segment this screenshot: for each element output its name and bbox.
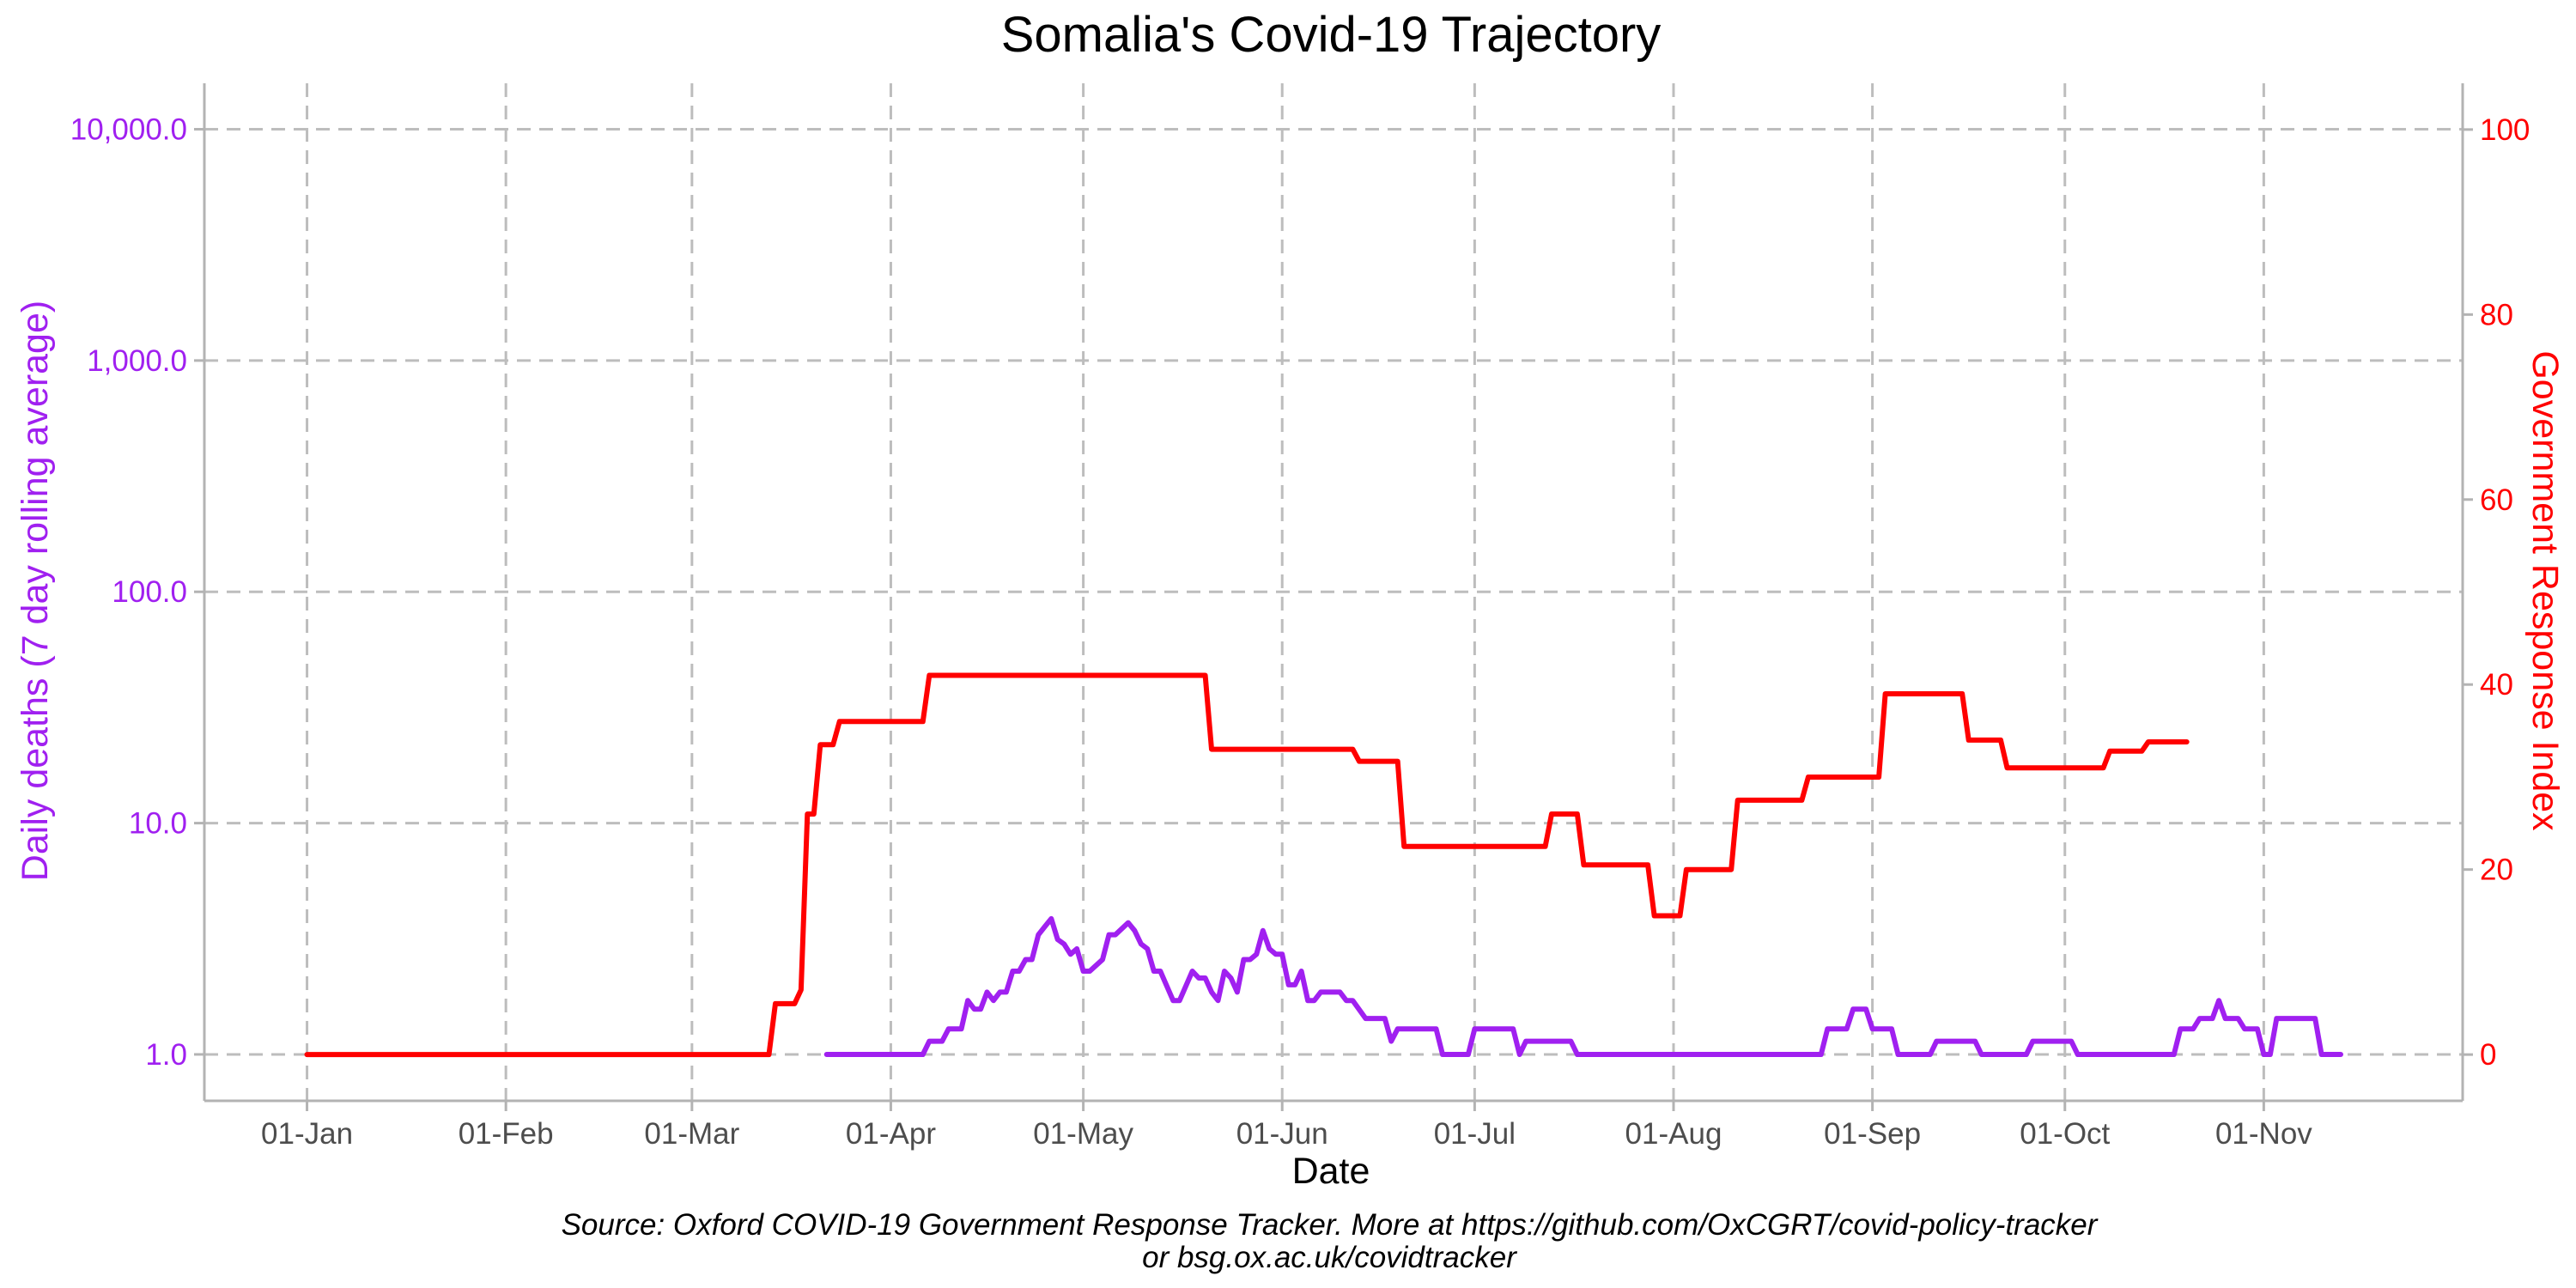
x-tick-label: 01-May [1033, 1117, 1133, 1151]
y-left-tick-label: 10.0 [129, 807, 187, 841]
x-tick-label: 01-Mar [644, 1117, 739, 1151]
chart-title: Somalia's Covid-19 Trajectory [1001, 7, 1662, 63]
x-axis-title: Date [1292, 1151, 1370, 1192]
x-tick-label: 01-Sep [1824, 1117, 1921, 1151]
y-right-tick-label: 0 [2480, 1038, 2496, 1072]
series [304, 672, 2343, 1058]
x-tick-label: 01-Apr [846, 1117, 936, 1151]
x-tick-label: 01-Nov [2215, 1117, 2312, 1151]
y-right-tick-label: 60 [2480, 483, 2513, 517]
source-line-2: or bsg.ox.ac.uk/covidtracker [1142, 1241, 1517, 1274]
y-right-tick-label: 40 [2480, 668, 2513, 702]
daily-deaths-line [823, 915, 2343, 1057]
y-left-tick-labels: 1.0 10.0 100.0 1,000.0 10,000.0 [70, 113, 187, 1072]
source-line-1: Source: Oxford COVID-19 Government Respo… [562, 1208, 2099, 1242]
x-tick-label: 01-Jul [1434, 1117, 1516, 1151]
y-right-tick-label: 20 [2480, 854, 2513, 887]
grid [204, 83, 2463, 1101]
y-right-tick-label: 80 [2480, 298, 2513, 331]
x-tick-label: 01-Oct [2020, 1117, 2110, 1151]
government-response-line [304, 672, 2190, 1058]
y-left-tick-label: 10,000.0 [70, 113, 187, 147]
axes [194, 83, 2473, 1111]
y-left-tick-label: 1.0 [145, 1038, 187, 1072]
x-tick-labels: 01-Jan 01-Feb 01-Mar 01-Apr 01-May 01-Jun 01-J… [261, 1117, 2312, 1151]
x-tick-label: 01-Aug [1625, 1117, 1722, 1151]
y-right-tick-label: 100 [2480, 113, 2530, 147]
y-left-tick-label: 1,000.0 [87, 344, 187, 378]
y-right-tick-labels: 0 20 40 60 80 100 [2480, 113, 2530, 1072]
y-left-axis-title: Daily deaths (7 day rolling average) [15, 301, 56, 881]
y-left-tick-label: 100.0 [112, 575, 187, 609]
x-tick-label: 01-Feb [459, 1117, 554, 1151]
x-tick-label: 01-Jun [1236, 1117, 1328, 1151]
y-right-axis-title: Government Response Index [2524, 350, 2566, 831]
x-tick-label: 01-Jan [261, 1117, 353, 1151]
